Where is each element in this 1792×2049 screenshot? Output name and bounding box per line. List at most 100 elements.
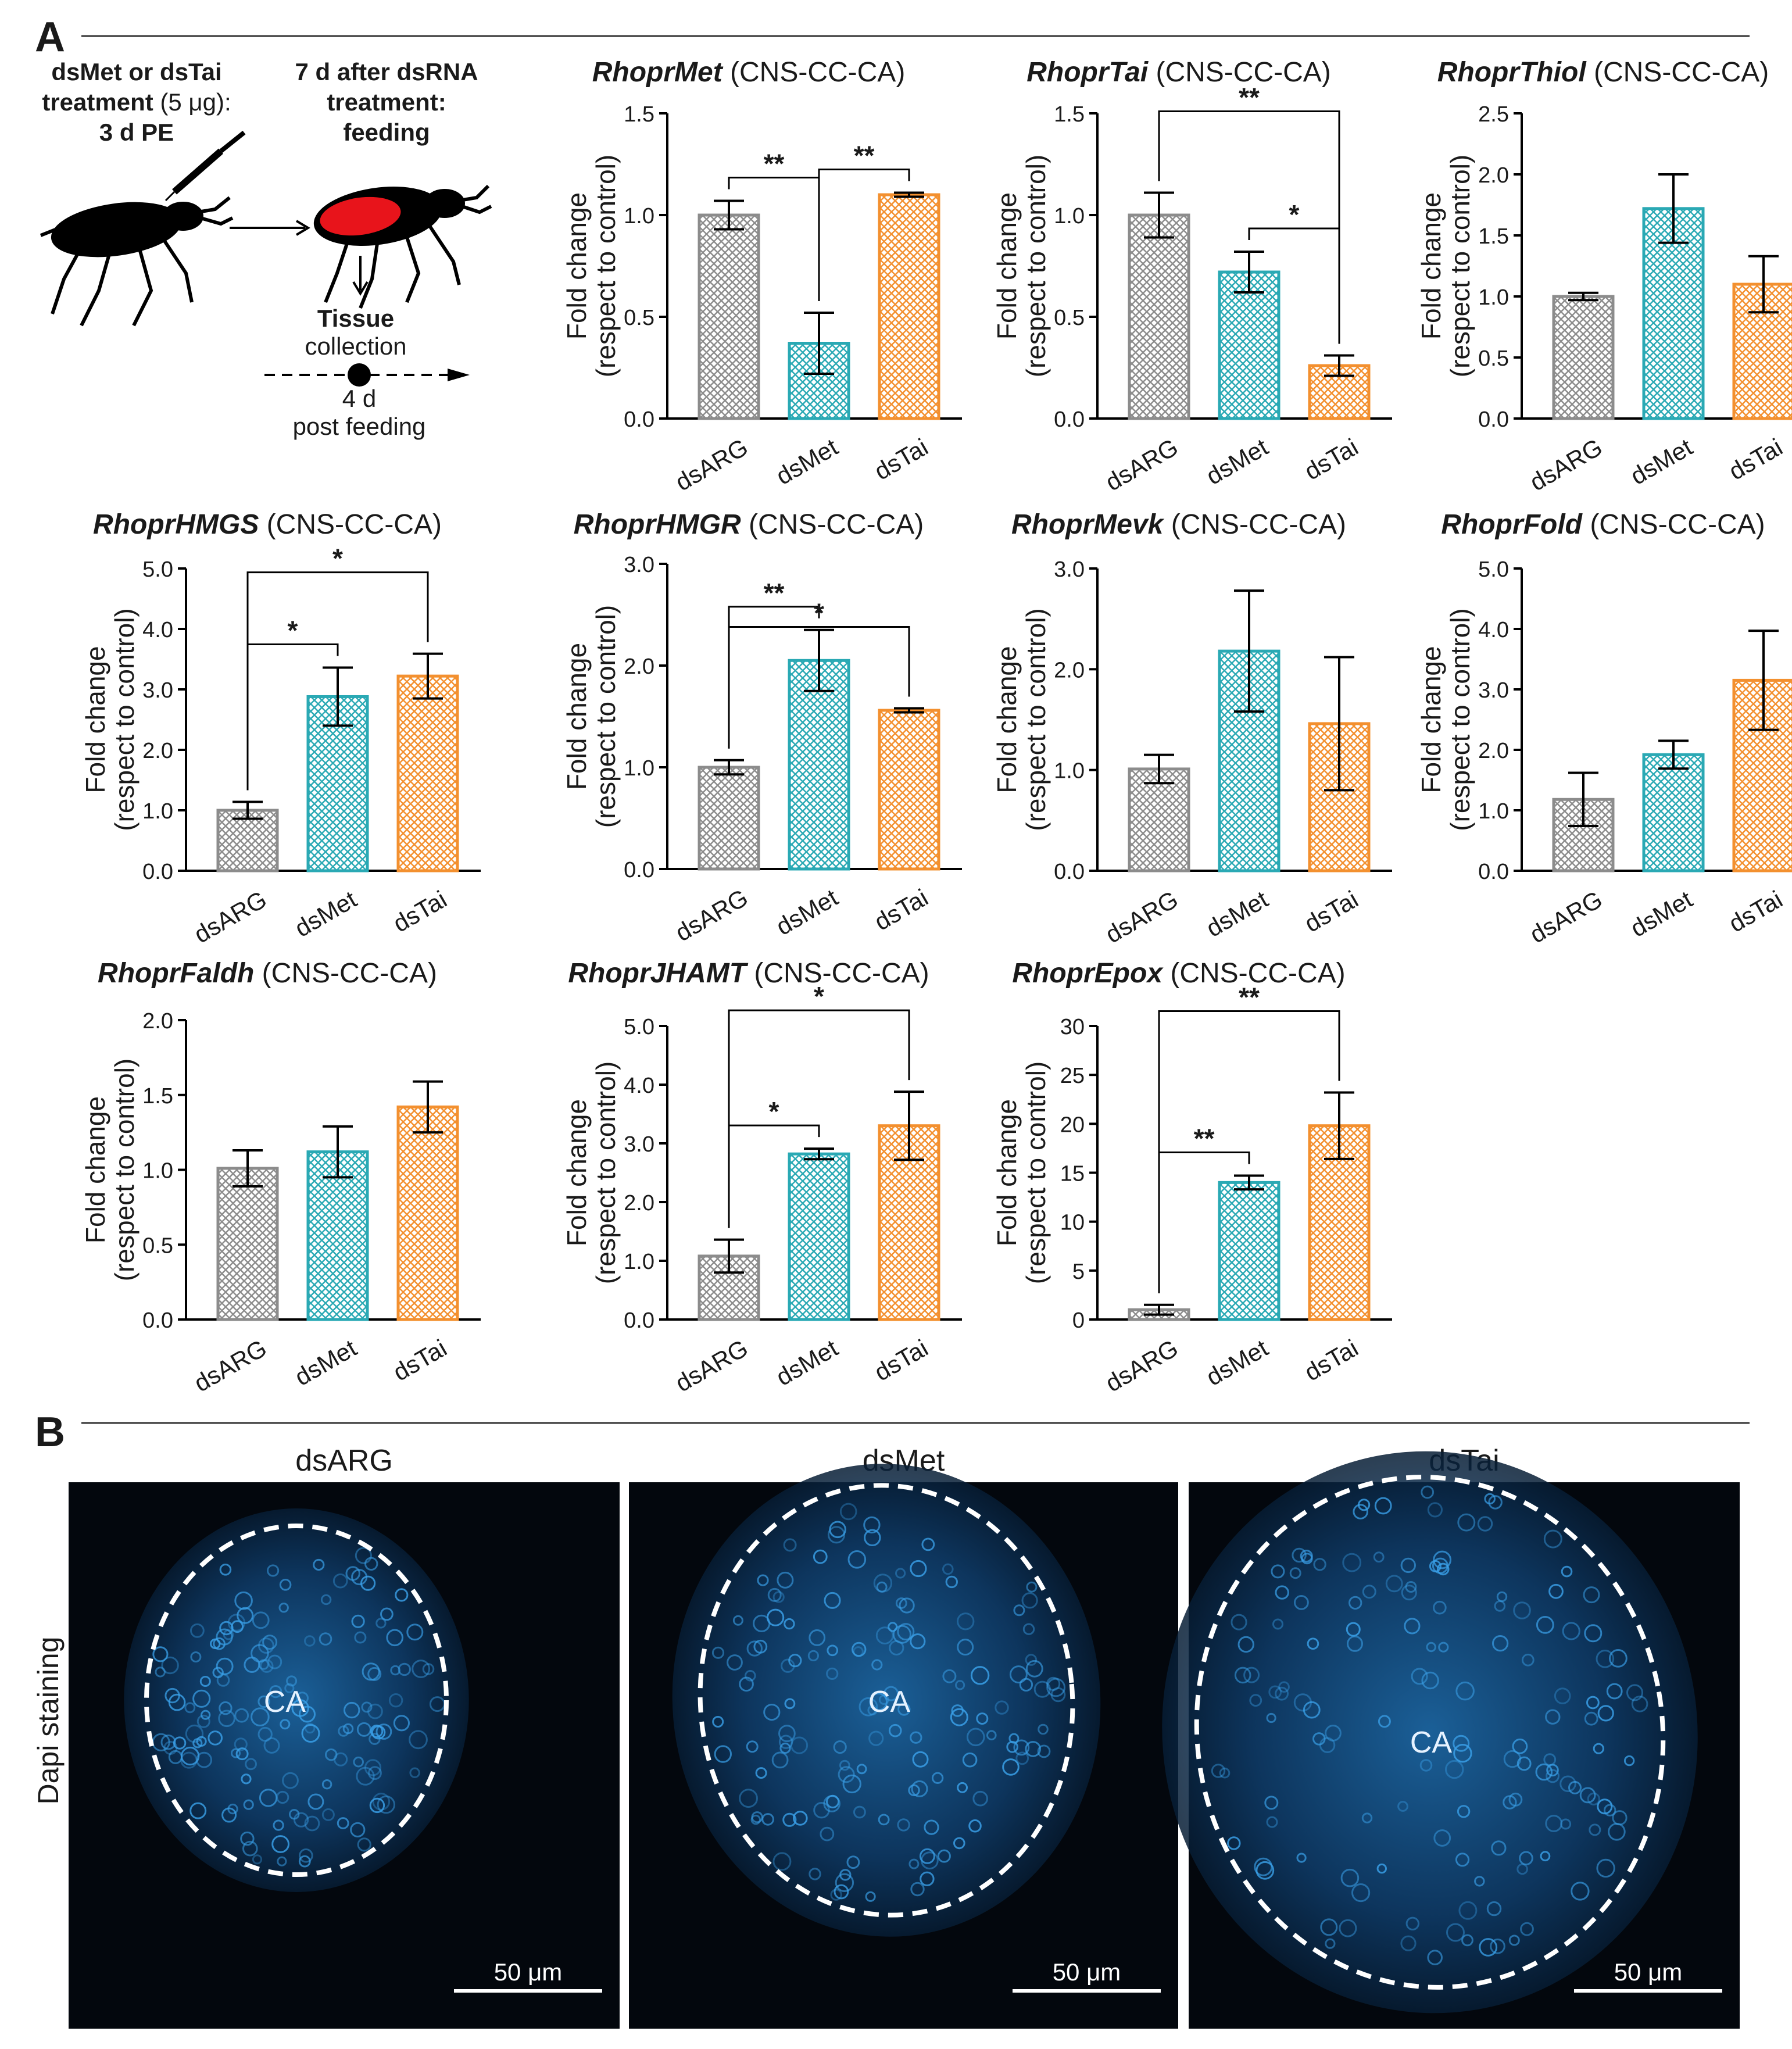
nucleus: [1373, 1551, 1385, 1563]
nucleus: [1508, 1793, 1523, 1807]
chart-title: RhoprHMGR (CNS-CC-CA): [574, 509, 924, 540]
nucleus: [320, 1594, 332, 1605]
nucleus: [251, 1707, 270, 1726]
bar-dsMet: [1642, 753, 1705, 872]
nucleus: [1237, 1636, 1254, 1653]
nucleus: [865, 1891, 876, 1902]
nucleus: [833, 1740, 847, 1754]
nucleus: [304, 1635, 316, 1647]
y-tick-label: 3.0: [1054, 557, 1085, 582]
y-tick-label: 0: [1072, 1308, 1085, 1333]
y-tick-label: 1.0: [142, 1159, 173, 1183]
nucleus: [1349, 1596, 1362, 1610]
nucleus: [842, 1774, 861, 1794]
nucleus: [289, 1809, 300, 1820]
nucleus: [1433, 1600, 1447, 1615]
nucleus: [242, 1840, 258, 1857]
chart-tissue: (CNS-CC-CA): [1163, 958, 1346, 989]
nucleus: [1540, 1851, 1551, 1862]
nuclei: [711, 1503, 1066, 1902]
nucleus: [1361, 1812, 1373, 1823]
nucleus: [955, 1680, 965, 1690]
y-tick-label: 15: [1060, 1162, 1085, 1186]
y-tick-label: 1.5: [1478, 224, 1509, 249]
nucleus: [871, 1659, 883, 1671]
y-axis-label: (respect to control): [109, 608, 140, 831]
nucleus: [269, 1685, 282, 1698]
y-tick-label: 1.0: [624, 1250, 654, 1274]
ca-outline: [698, 1483, 1075, 1918]
nucleus: [897, 1818, 910, 1832]
x-tick-label: dsARG: [1101, 1334, 1183, 1397]
nucleus: [910, 1633, 926, 1650]
nucleus: [921, 1537, 935, 1551]
nucleus: [234, 1591, 253, 1610]
nucleus: [293, 1812, 309, 1828]
nucleus: [1488, 1495, 1503, 1510]
nucleus: [362, 1662, 380, 1681]
nucleus: [784, 1618, 795, 1630]
y-tick-label: 1.0: [624, 756, 654, 781]
nucleus: [945, 1575, 958, 1589]
nucleus: [184, 1702, 196, 1714]
nucleus: [1351, 1883, 1371, 1903]
nucleus: [406, 1624, 424, 1641]
schematic-days: 4 d: [342, 385, 376, 412]
nucleus: [1593, 1743, 1604, 1754]
y-axis-label: Fold change: [80, 1096, 110, 1243]
nucleus: [761, 1813, 774, 1826]
y-tick-label: 1.0: [1478, 799, 1509, 824]
ca-label: CA: [868, 1685, 911, 1719]
nucleus: [1604, 1804, 1616, 1816]
nucleus: [962, 1752, 978, 1768]
bar-dsARG: [1552, 295, 1615, 420]
nucleus: [296, 1692, 309, 1705]
nucleus: [1292, 1547, 1307, 1563]
nucleus: [368, 1766, 382, 1780]
nucleus: [1479, 1938, 1498, 1957]
nucleus: [227, 1614, 246, 1632]
nucleus: [1421, 1671, 1439, 1690]
nucleus: [1568, 1780, 1582, 1794]
bar-dsTai: [878, 709, 940, 871]
nucleus: [267, 1564, 280, 1577]
nucleus: [1362, 1585, 1376, 1599]
nucleus: [393, 1715, 410, 1732]
nucleus: [1385, 1575, 1403, 1593]
nucleus: [367, 1667, 382, 1681]
bar-dsMet: [1218, 270, 1280, 420]
nucleus: [1521, 1653, 1535, 1667]
nucleus: [201, 1710, 211, 1720]
nucleus: [783, 1538, 797, 1552]
nucleus: [1455, 1853, 1470, 1867]
chart-RhoprThiol: RhoprThiol (CNS-CC-CA) 0.0 0.5 1.0 1.5 2.0 2.5…: [1416, 57, 1792, 496]
nucleus: [1536, 1616, 1554, 1634]
panel-b-letter: B: [35, 1409, 65, 1456]
schematic-step2-line3: feeding: [343, 119, 430, 146]
nucleus: [1037, 1744, 1051, 1758]
scale-bar-label: 50 μm: [494, 1958, 563, 1986]
nucleus: [1546, 1769, 1560, 1783]
nucleus: [838, 1766, 855, 1783]
nucleus: [282, 1772, 299, 1789]
nucleus: [1272, 1618, 1283, 1630]
insect-fed-icon: [313, 184, 492, 309]
chart-title: RhoprMet (CNS-CC-CA): [592, 57, 906, 88]
nucleus: [342, 1723, 354, 1735]
nucleus: [1013, 1604, 1025, 1617]
chart-RhoprJHAMT: RhoprJHAMT (CNS-CC-CA) 0.0 1.0 2.0 3.0 4.0 5.0…: [561, 958, 962, 1397]
nucleus: [241, 1773, 252, 1785]
significance-bracket: [1158, 1010, 1340, 1293]
nucleus: [155, 1667, 166, 1678]
nucleus: [976, 1712, 989, 1725]
y-tick-label: 2.0: [142, 739, 173, 763]
nucleus: [1436, 1562, 1450, 1576]
nucleus: [919, 1848, 935, 1864]
nucleus: [937, 1849, 951, 1863]
x-tick-label: dsMet: [1201, 885, 1273, 942]
y-axis-label: (respect to control): [591, 605, 621, 828]
nucleus: [1490, 1939, 1505, 1954]
nucleus: [953, 1837, 965, 1850]
nucleus: [1453, 1735, 1470, 1752]
chart-tissue: (CNS-CC-CA): [746, 958, 929, 989]
